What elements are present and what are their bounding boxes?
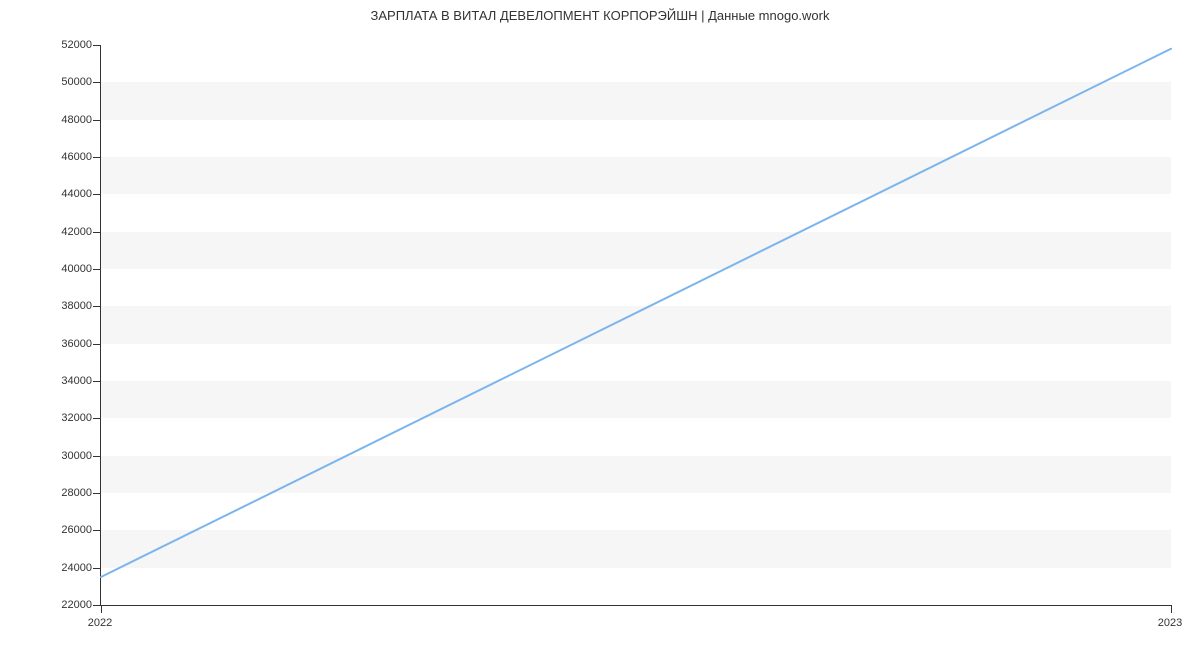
y-tick-label: 26000	[32, 524, 92, 536]
y-tick	[93, 418, 101, 419]
y-tick-label: 50000	[32, 76, 92, 88]
y-tick	[93, 344, 101, 345]
y-tick-label: 38000	[32, 300, 92, 312]
salary-line-chart: ЗАРПЛАТА В ВИТАЛ ДЕВЕЛОПМЕНТ КОРПОРЭЙШН …	[0, 0, 1200, 650]
x-tick-label: 2022	[88, 617, 112, 629]
y-tick-label: 44000	[32, 188, 92, 200]
series-line-salary	[101, 49, 1171, 577]
y-tick-label: 24000	[32, 562, 92, 574]
chart-title: ЗАРПЛАТА В ВИТАЛ ДЕВЕЛОПМЕНТ КОРПОРЭЙШН …	[0, 8, 1200, 23]
y-tick	[93, 493, 101, 494]
y-tick-label: 52000	[32, 39, 92, 51]
y-tick-label: 42000	[32, 226, 92, 238]
plot-area	[100, 45, 1171, 606]
y-tick	[93, 45, 101, 46]
y-tick	[93, 605, 101, 606]
chart-line-svg	[101, 45, 1171, 605]
y-tick-label: 48000	[32, 114, 92, 126]
x-tick	[1171, 605, 1172, 613]
y-tick	[93, 456, 101, 457]
y-tick-label: 36000	[32, 338, 92, 350]
x-tick	[101, 605, 102, 613]
y-tick-label: 32000	[32, 412, 92, 424]
y-tick	[93, 194, 101, 195]
y-tick	[93, 120, 101, 121]
y-tick	[93, 530, 101, 531]
y-tick-label: 28000	[32, 487, 92, 499]
y-tick-label: 46000	[32, 151, 92, 163]
y-tick	[93, 232, 101, 233]
y-tick	[93, 82, 101, 83]
y-tick	[93, 381, 101, 382]
y-tick	[93, 157, 101, 158]
y-tick	[93, 269, 101, 270]
x-tick-label: 2023	[1158, 617, 1182, 629]
y-tick	[93, 306, 101, 307]
y-tick-label: 34000	[32, 375, 92, 387]
y-tick-label: 40000	[32, 263, 92, 275]
y-tick-label: 30000	[32, 450, 92, 462]
y-tick-label: 22000	[32, 599, 92, 611]
y-tick	[93, 568, 101, 569]
